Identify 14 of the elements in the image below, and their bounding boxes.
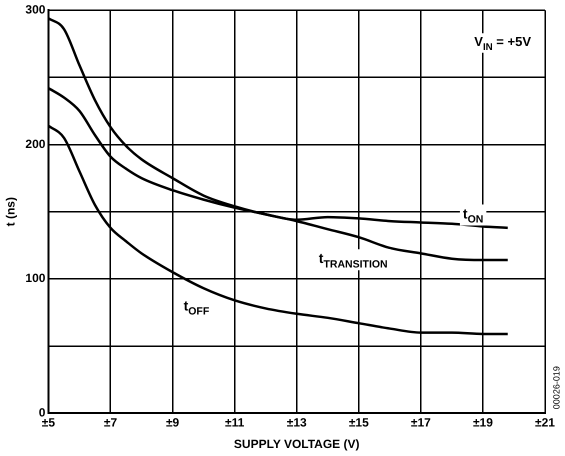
x-tick-label: ±17: [410, 416, 432, 430]
y-tick-label: 200: [25, 136, 46, 151]
y-axis-title: t (ns): [4, 197, 18, 226]
text: 00026-019: [551, 366, 562, 410]
x-tick-label: ±11: [225, 416, 245, 430]
y-tick-label: 300: [25, 2, 46, 17]
x-tick-label: ±15: [348, 416, 370, 430]
x-axis-title: SUPPLY VOLTAGE (V): [234, 437, 360, 452]
x-tick-label: ±9: [166, 416, 180, 430]
x-tick-label: ±13: [286, 416, 307, 430]
x-tick-label: ±19: [472, 416, 494, 430]
x-tick-label: ±21: [535, 416, 556, 430]
x-tick-label: ±7: [104, 416, 118, 430]
y-tick-label: 100: [25, 271, 46, 286]
